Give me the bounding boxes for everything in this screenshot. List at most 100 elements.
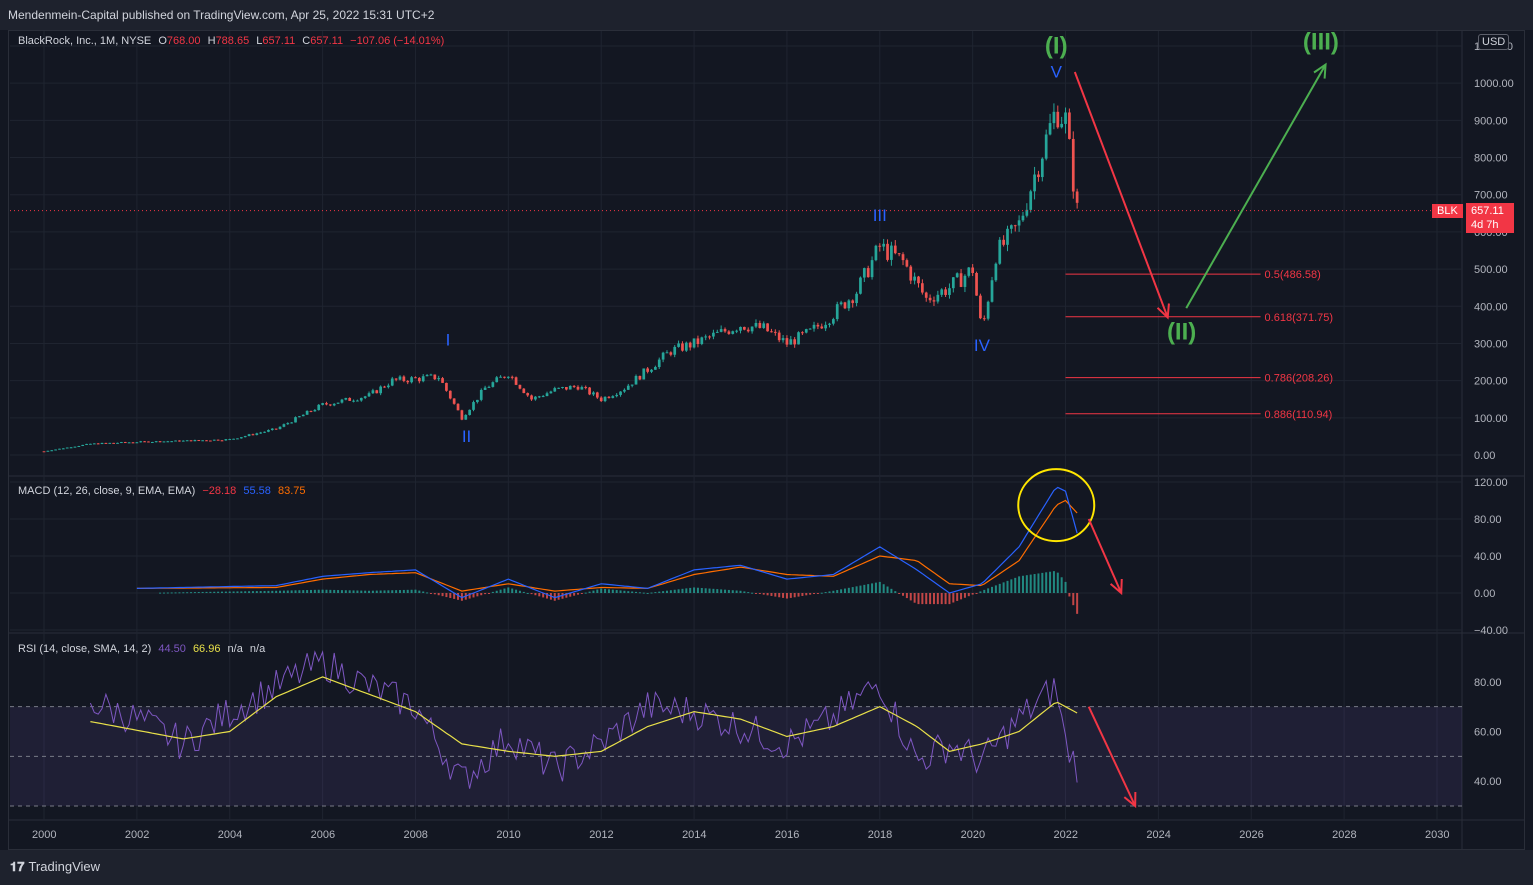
macd-histogram-bar [754, 593, 757, 594]
macd-histogram-bar [635, 591, 638, 593]
macd-histogram-bar [546, 593, 549, 599]
close-label: C [302, 35, 311, 47]
candle-body [147, 441, 150, 443]
y-tick-label: 100.00 [1474, 413, 1508, 425]
macd-down-arrow-head [1109, 578, 1123, 596]
macd-histogram-bar [689, 587, 692, 593]
y-tick-label: 300.00 [1474, 338, 1508, 350]
macd-histogram-bar [847, 587, 850, 593]
macd-histogram-bar [236, 591, 239, 593]
candle-body [139, 441, 143, 443]
candle-body [975, 272, 978, 296]
candle-body [499, 376, 502, 378]
candle-body [127, 442, 131, 444]
candle-body [243, 436, 247, 438]
y-tick-label: 0.00 [1474, 450, 1495, 462]
y-tick-label: 1000.00 [1474, 78, 1514, 90]
candle-body [715, 331, 719, 333]
candle-body [255, 433, 259, 435]
candle-body [932, 300, 936, 302]
candle-body [700, 337, 704, 345]
change-value: −107.06 (−14.01%) [350, 35, 445, 47]
candle-body [646, 368, 649, 372]
tradingview-logo[interactable]: 𝟏𝟕 TradingView [10, 859, 100, 875]
macd-histogram-bar [306, 590, 309, 593]
macd-histogram-bar [317, 589, 320, 593]
rsi-value: 44.50 [158, 643, 186, 655]
macd-histogram-bar [182, 592, 185, 594]
currency-button[interactable]: USD [1478, 34, 1510, 50]
candle-body [270, 428, 274, 431]
candle-body [928, 297, 932, 301]
macd-histogram-bar [379, 590, 382, 593]
candle-body [58, 448, 61, 450]
candle-body [770, 331, 773, 333]
candle-body [886, 243, 889, 260]
macd-histogram-bar [828, 591, 831, 593]
close-value: 657.11 [310, 35, 344, 47]
macd-histogram-bar [851, 587, 854, 593]
candle-body [870, 260, 874, 278]
macd-histogram-bar [329, 589, 332, 593]
candle-body [634, 375, 638, 385]
candle-body [739, 326, 742, 331]
macd-histogram-bar [696, 587, 699, 593]
candle-body [425, 375, 429, 377]
candle-body [340, 399, 344, 403]
candle-body [356, 400, 359, 402]
macd-histogram-bar [224, 591, 227, 593]
candle-body [398, 376, 402, 380]
candle-body [89, 443, 92, 445]
candle-body [623, 389, 626, 392]
macd-histogram-bar [484, 593, 487, 595]
candle-body [487, 386, 491, 388]
macd-histogram-bar [325, 589, 328, 593]
candle-body [719, 329, 723, 332]
open-value: 768.00 [166, 35, 201, 47]
macd-histogram-bar [824, 592, 827, 594]
macd-histogram-bar [580, 593, 583, 594]
macd-histogram-bar [948, 593, 951, 605]
candle-body [421, 376, 425, 382]
macd-signal-line [136, 499, 1078, 592]
candle-body [178, 440, 181, 442]
candle-body [688, 342, 692, 348]
macd-histogram-bar [952, 593, 955, 603]
candle-body [588, 387, 591, 395]
macd-histogram-bar [1037, 573, 1040, 593]
macd-histogram-bar [836, 590, 839, 593]
macd-histogram-bar [313, 589, 316, 593]
macd-histogram-bar [855, 586, 858, 593]
candle-body [112, 442, 116, 444]
candle-body [251, 434, 255, 436]
macd-line [136, 486, 1078, 599]
candle-body [599, 397, 603, 402]
candle-body [367, 393, 371, 397]
candle-body [948, 288, 951, 295]
candle-body [1021, 215, 1025, 221]
macd-value: 55.58 [243, 485, 271, 497]
candle-body [924, 292, 928, 298]
macd-histogram-bar [731, 590, 734, 593]
macd-histogram-bar [453, 593, 456, 599]
candle-body [762, 323, 766, 328]
macd-histogram-bar [623, 590, 626, 593]
fib-level-label: 0.5(486.58) [1265, 269, 1321, 281]
candle-body [557, 387, 560, 389]
candle-body [104, 442, 108, 444]
macd-histogram-bar [921, 593, 924, 605]
wave-label: II [462, 427, 471, 446]
candle-body [665, 352, 669, 354]
macd-histogram-bar [460, 593, 463, 601]
candle-body [773, 331, 777, 333]
macd-histogram-bar [162, 592, 165, 594]
candle-body [654, 367, 657, 370]
candle-body [793, 339, 797, 345]
macd-histogram-bar [886, 586, 889, 593]
macd-histogram-bar [789, 593, 792, 598]
candle-body [263, 431, 266, 433]
wave-degree-label: (I) [1045, 32, 1068, 59]
macd-histogram-bar [530, 593, 533, 595]
macd-histogram-bar [677, 589, 680, 593]
